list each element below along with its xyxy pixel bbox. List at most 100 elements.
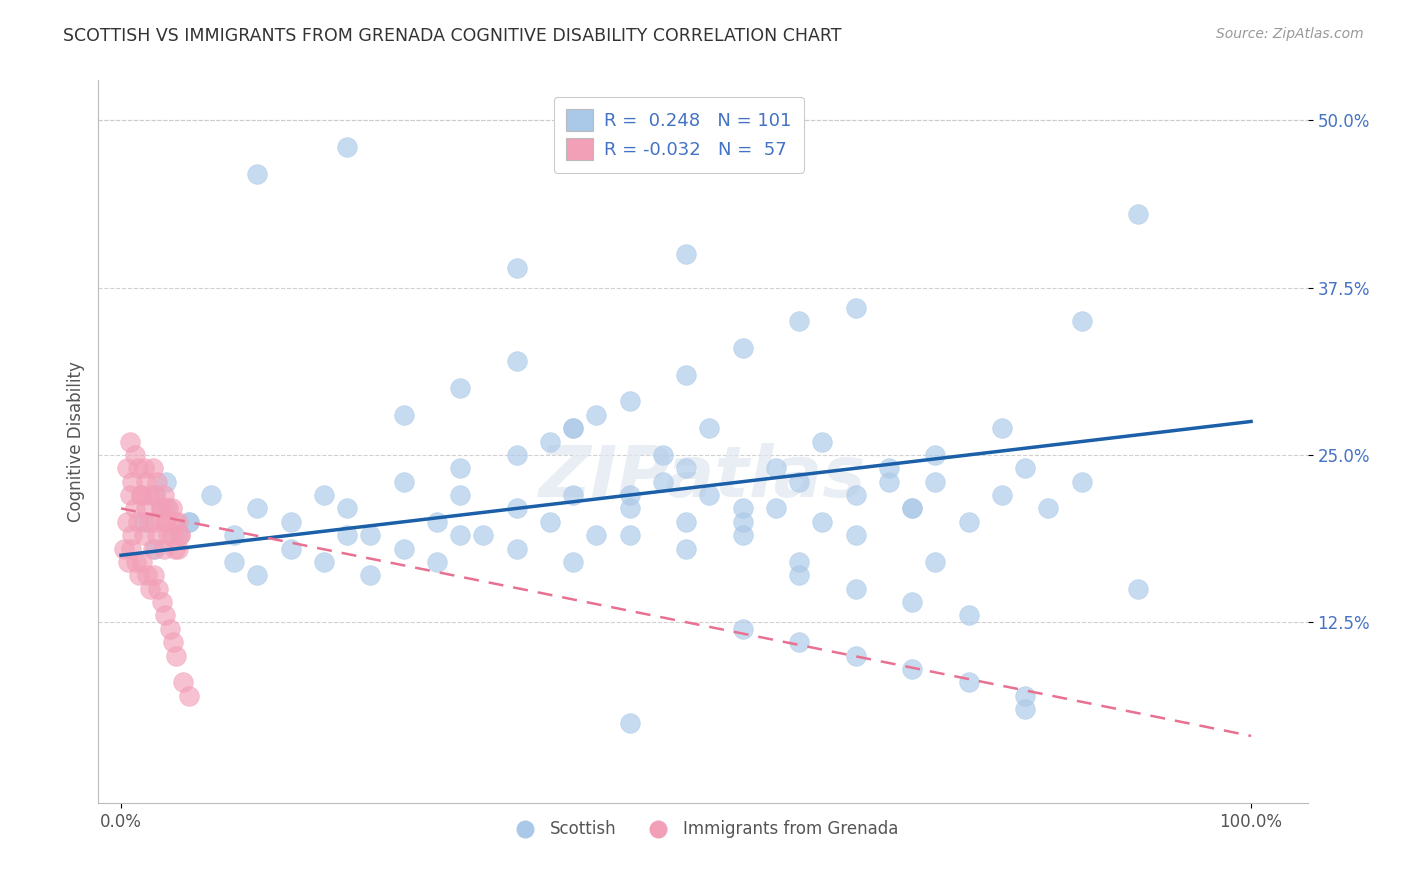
- Point: [924, 555, 946, 569]
- Point: [132, 461, 155, 475]
- Point: [172, 675, 194, 690]
- Point: [165, 541, 187, 556]
- Point: [731, 515, 754, 529]
- Point: [169, 528, 191, 542]
- Point: [246, 501, 269, 516]
- Point: [731, 528, 754, 542]
- Point: [157, 528, 180, 542]
- Point: [619, 528, 641, 542]
- Point: [562, 555, 585, 569]
- Point: [731, 501, 754, 516]
- Point: [652, 448, 675, 462]
- Point: [879, 475, 901, 489]
- Point: [810, 515, 832, 529]
- Point: [562, 421, 585, 435]
- Point: [159, 622, 181, 636]
- Point: [957, 608, 980, 623]
- Point: [280, 541, 302, 556]
- Point: [619, 488, 641, 502]
- Point: [787, 568, 810, 582]
- Point: [153, 488, 176, 502]
- Point: [246, 568, 269, 582]
- Point: [177, 515, 200, 529]
- Point: [957, 675, 980, 690]
- Point: [177, 689, 200, 703]
- Point: [149, 501, 172, 516]
- Point: [449, 461, 471, 475]
- Point: [731, 341, 754, 355]
- Point: [280, 515, 302, 529]
- Point: [150, 595, 173, 609]
- Point: [471, 528, 494, 542]
- Point: [200, 488, 222, 502]
- Point: [336, 528, 359, 542]
- Point: [787, 555, 810, 569]
- Point: [1036, 501, 1059, 516]
- Point: [1014, 702, 1036, 716]
- Point: [392, 541, 415, 556]
- Point: [901, 501, 924, 516]
- Point: [675, 247, 697, 261]
- Point: [845, 648, 868, 663]
- Point: [901, 501, 924, 516]
- Point: [120, 434, 142, 449]
- Point: [1070, 314, 1092, 328]
- Point: [121, 528, 143, 542]
- Point: [505, 501, 527, 516]
- Point: [1014, 461, 1036, 475]
- Point: [336, 140, 359, 154]
- Text: ZIPatlas: ZIPatlas: [540, 443, 866, 512]
- Point: [169, 528, 191, 542]
- Point: [1014, 689, 1036, 703]
- Point: [131, 488, 153, 502]
- Point: [392, 475, 415, 489]
- Point: [115, 461, 138, 475]
- Point: [585, 408, 607, 422]
- Point: [160, 501, 183, 516]
- Point: [731, 622, 754, 636]
- Point: [675, 368, 697, 382]
- Point: [165, 515, 187, 529]
- Point: [449, 488, 471, 502]
- Point: [1070, 475, 1092, 489]
- Point: [392, 408, 415, 422]
- Point: [449, 528, 471, 542]
- Point: [143, 541, 166, 556]
- Point: [538, 515, 561, 529]
- Point: [675, 515, 697, 529]
- Point: [177, 515, 200, 529]
- Point: [787, 314, 810, 328]
- Point: [505, 354, 527, 368]
- Point: [222, 555, 245, 569]
- Point: [142, 568, 165, 582]
- Point: [153, 541, 176, 556]
- Point: [222, 528, 245, 542]
- Point: [121, 475, 143, 489]
- Point: [675, 461, 697, 475]
- Point: [924, 475, 946, 489]
- Point: [879, 461, 901, 475]
- Point: [619, 394, 641, 409]
- Point: [765, 501, 787, 516]
- Point: [135, 475, 157, 489]
- Point: [146, 528, 169, 542]
- Point: [142, 541, 165, 556]
- Point: [585, 528, 607, 542]
- Point: [138, 488, 160, 502]
- Point: [160, 528, 183, 542]
- Point: [336, 501, 359, 516]
- Point: [135, 501, 157, 516]
- Point: [314, 555, 336, 569]
- Point: [991, 488, 1014, 502]
- Point: [146, 475, 169, 489]
- Point: [166, 541, 188, 556]
- Point: [153, 608, 176, 623]
- Point: [991, 421, 1014, 435]
- Point: [810, 434, 832, 449]
- Point: [139, 582, 162, 596]
- Point: [652, 475, 675, 489]
- Point: [142, 461, 165, 475]
- Point: [538, 434, 561, 449]
- Point: [128, 568, 150, 582]
- Point: [957, 515, 980, 529]
